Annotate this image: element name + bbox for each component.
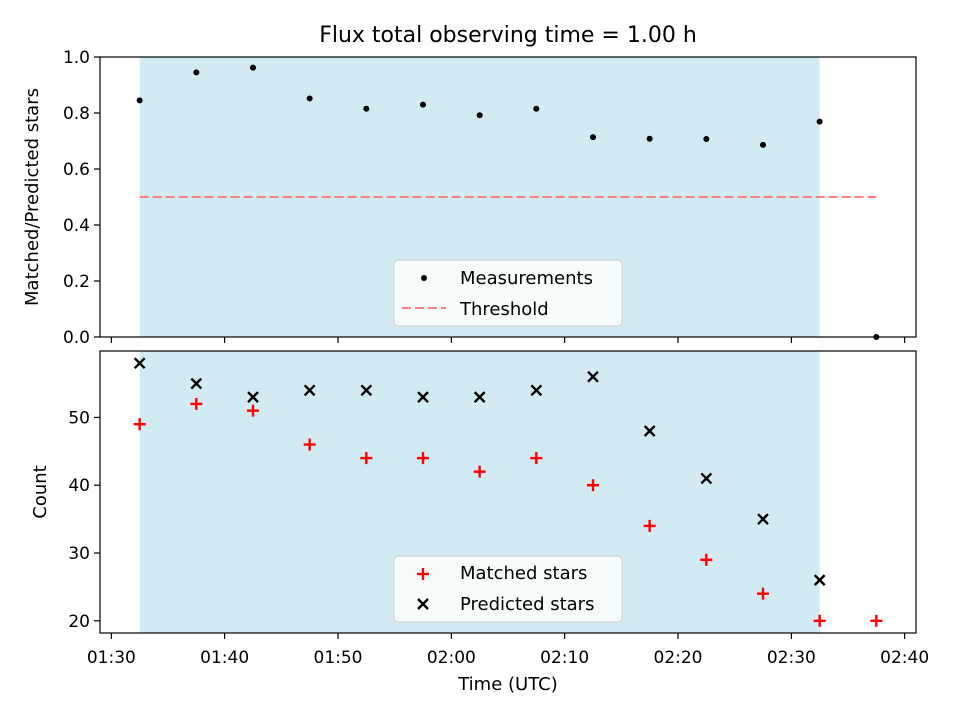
top-y-tick-label: 0.2 bbox=[63, 272, 90, 292]
matched-star-point bbox=[133, 418, 146, 431]
measurement-point bbox=[816, 118, 823, 125]
matched-star-point bbox=[473, 465, 486, 478]
predicted-star-point bbox=[190, 377, 203, 390]
x-axis-label: Time (UTC) bbox=[457, 674, 558, 695]
matched-star-point bbox=[757, 587, 769, 600]
measurement-point bbox=[306, 95, 313, 102]
predicted-star-point bbox=[757, 513, 769, 525]
measurement-point bbox=[590, 134, 596, 141]
matched-star-point bbox=[870, 614, 883, 627]
measurement-point bbox=[476, 112, 483, 119]
top-legend-box bbox=[393, 259, 623, 327]
top-y-axis-label: Matched/Predicted stars bbox=[22, 88, 43, 306]
matched-star-point bbox=[247, 404, 259, 417]
top-y-tick-label: 0.0 bbox=[63, 328, 90, 348]
predicted-star-point bbox=[700, 472, 713, 485]
matched-star-point bbox=[303, 438, 316, 451]
x-tick-label: 01:30 bbox=[87, 648, 136, 668]
matched-star-point bbox=[587, 479, 599, 492]
matched-star-point bbox=[530, 452, 543, 465]
bottom-y-tick-label: 20 bbox=[68, 612, 90, 632]
legend-measurements-marker bbox=[421, 275, 427, 281]
legend-measurements-label: Measurements bbox=[460, 268, 593, 289]
predicted-star-point bbox=[303, 384, 316, 397]
measurement-point bbox=[646, 135, 653, 142]
predicted-star-point bbox=[813, 574, 826, 586]
predicted-star-point bbox=[360, 384, 373, 397]
legend-predicted-label: Predicted stars bbox=[460, 594, 594, 615]
predicted-star-point bbox=[587, 370, 599, 383]
bottom-y-tick-label: 40 bbox=[68, 476, 90, 496]
x-tick-label: 02:10 bbox=[540, 648, 589, 668]
top-panel: 0.0 0.2 0.4 0.6 0.8 1.0 Matched/Predicted sta… bbox=[22, 48, 917, 348]
measurement-point bbox=[420, 101, 426, 108]
measurement-point bbox=[136, 97, 143, 104]
x-tick-label: 02:20 bbox=[654, 648, 703, 668]
predicted-star-point bbox=[643, 425, 656, 437]
predicted-star-point bbox=[247, 391, 259, 403]
measurement-point bbox=[533, 105, 540, 112]
top-y-tick-label: 0.4 bbox=[63, 216, 90, 236]
x-tick-label: 02:30 bbox=[767, 648, 816, 668]
measurement-point bbox=[703, 136, 710, 143]
legend-matched-label: Matched stars bbox=[460, 563, 587, 584]
matched-star-point bbox=[700, 553, 713, 566]
top-y-tick-label: 1.0 bbox=[63, 48, 90, 68]
bottom-legend: Matched stars Predicted stars bbox=[393, 555, 623, 623]
x-tick-label: 02:00 bbox=[427, 648, 476, 668]
legend-predicted-marker bbox=[417, 598, 429, 610]
matched-star-point bbox=[813, 614, 826, 627]
predicted-star-point bbox=[473, 391, 486, 403]
measurement-point bbox=[363, 105, 370, 112]
matched-star-point bbox=[360, 452, 373, 465]
bottom-legend-box bbox=[393, 555, 623, 623]
predicted-star-point bbox=[417, 391, 429, 403]
bottom-y-tick-label: 50 bbox=[68, 408, 90, 428]
predicted-star-point bbox=[133, 357, 146, 370]
measurement-point bbox=[193, 69, 200, 76]
x-tick-label: 01:50 bbox=[314, 648, 363, 668]
bottom-y-tick-label: 30 bbox=[68, 544, 90, 564]
legend-threshold-label: Threshold bbox=[459, 299, 549, 320]
bottom-plot-frame bbox=[99, 350, 917, 634]
top-y-tick-label: 0.8 bbox=[63, 104, 90, 124]
matched-star-point bbox=[190, 397, 203, 410]
legend-matched-marker bbox=[417, 568, 429, 580]
top-y-tick-label: 0.6 bbox=[63, 160, 90, 180]
top-plot-frame bbox=[99, 56, 917, 338]
bottom-y-axis-label: Count bbox=[30, 465, 51, 518]
top-legend: Measurements Threshold bbox=[393, 259, 623, 327]
figure-title: Flux total observing time = 1.00 h bbox=[319, 23, 697, 48]
x-tick-label: 01:40 bbox=[200, 648, 249, 668]
predicted-star-point bbox=[530, 384, 543, 397]
matched-star-point bbox=[417, 452, 429, 465]
bottom-panel: 20 30 40 50 01:30 01:40 01:50 02:00 02:10 02:20 0… bbox=[30, 350, 929, 695]
measurement-point bbox=[250, 64, 256, 71]
x-tick-label: 02:40 bbox=[880, 648, 929, 668]
matched-star-point bbox=[643, 519, 656, 532]
measurement-point bbox=[760, 141, 766, 148]
